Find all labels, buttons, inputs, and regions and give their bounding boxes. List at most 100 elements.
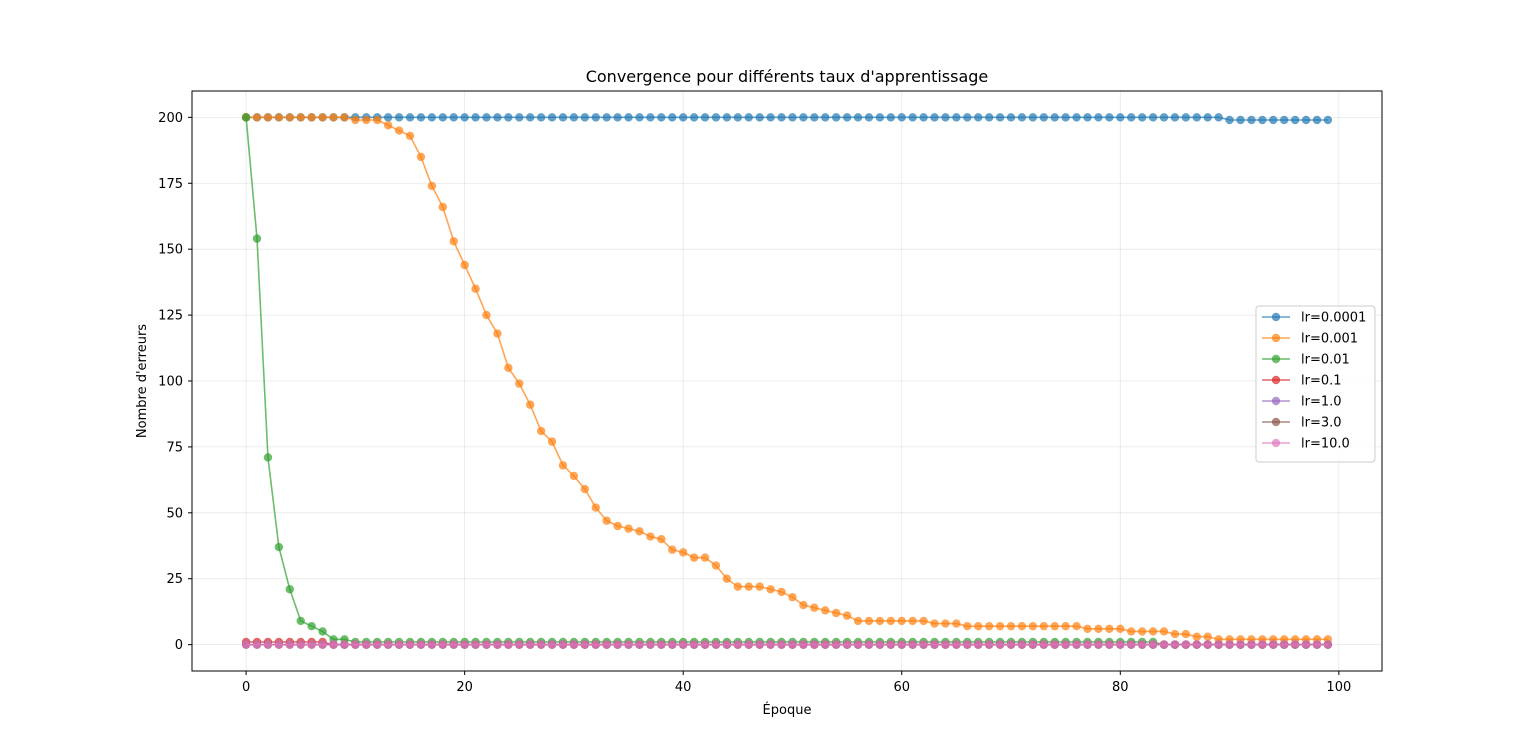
data-point: [416, 152, 426, 162]
data-point: [875, 616, 885, 626]
data-point: [963, 621, 972, 631]
data-point: [1061, 640, 1070, 649]
data-point: [853, 616, 863, 626]
data-point: [897, 113, 906, 122]
data-point: [624, 524, 633, 533]
data-point: [394, 640, 404, 649]
data-point: [526, 640, 535, 649]
data-point: [1214, 113, 1223, 122]
data-point: [897, 640, 906, 649]
data-point: [340, 113, 349, 122]
data-point: [755, 113, 764, 122]
data-point: [471, 640, 480, 649]
data-point: [569, 640, 579, 649]
data-point: [1301, 115, 1311, 125]
data-point: [1094, 640, 1103, 649]
data-point: [580, 484, 590, 494]
data-point: [831, 640, 841, 649]
data-point: [318, 113, 327, 122]
data-point: [788, 592, 797, 602]
data-point: [591, 503, 600, 512]
data-point: [766, 113, 775, 122]
data-point: [668, 545, 677, 554]
data-point: [1116, 640, 1125, 649]
data-point: [733, 113, 743, 122]
data-point: [1225, 115, 1234, 125]
data-point: [1105, 640, 1114, 649]
data-point: [515, 640, 524, 649]
data-point: [1137, 640, 1147, 649]
data-point: [1072, 113, 1081, 122]
data-point: [777, 640, 786, 649]
legend-label: lr=3.0: [1301, 416, 1342, 431]
data-point: [1006, 621, 1016, 631]
data-point: [493, 113, 502, 122]
data-point: [799, 113, 808, 122]
data-point: [1094, 113, 1103, 122]
data-point: [930, 619, 939, 628]
data-point: [547, 113, 557, 122]
data-point: [1050, 113, 1059, 122]
legend: lr=0.0001 lr=0.001 lr=0.01 lr=0.1 lr=1.0 lr=3…: [1255, 305, 1376, 463]
data-point: [678, 113, 688, 122]
data-point: [1236, 115, 1245, 125]
data-point: [558, 461, 568, 470]
data-point: [744, 582, 753, 591]
data-point: [1072, 640, 1081, 649]
y-tick-label: 100: [158, 375, 183, 390]
data-point: [427, 113, 437, 122]
data-point: [613, 521, 622, 531]
data-point: [624, 640, 633, 649]
data-point: [602, 113, 611, 122]
data-point: [657, 640, 666, 649]
data-point: [351, 640, 360, 649]
data-point: [1159, 627, 1169, 636]
data-point: [689, 113, 699, 122]
data-point: [930, 640, 939, 649]
legend-label: lr=10.0: [1301, 437, 1350, 452]
data-point: [908, 616, 917, 626]
data-point: [536, 113, 546, 122]
data-point: [1192, 640, 1201, 649]
y-tick-label: 0: [175, 638, 183, 653]
data-point: [744, 113, 753, 122]
data-point: [547, 640, 557, 649]
data-point: [908, 113, 917, 122]
data-point: [1269, 115, 1278, 125]
y-tick-label: 75: [166, 440, 183, 455]
data-point: [449, 640, 458, 649]
data-point: [1290, 115, 1300, 125]
data-point: [460, 113, 469, 122]
data-point: [1159, 113, 1169, 122]
legend-swatch-marker: [1271, 396, 1281, 406]
data-point: [1170, 113, 1180, 122]
data-point: [1137, 113, 1147, 122]
data-point: [995, 640, 1005, 649]
data-point: [733, 582, 743, 591]
data-point: [1083, 624, 1092, 634]
data-point: [1203, 640, 1212, 649]
data-point: [711, 561, 721, 570]
data-point: [646, 113, 655, 122]
legend-label: lr=0.1: [1301, 374, 1342, 389]
data-point: [569, 113, 579, 122]
legend-label: lr=0.001: [1301, 332, 1358, 347]
series-layer: [241, 113, 1333, 649]
data-point: [274, 113, 284, 122]
data-point: [766, 585, 775, 594]
data-point: [1203, 113, 1212, 122]
data-point: [1006, 640, 1016, 649]
data-point: [1127, 640, 1136, 649]
data-point: [1094, 624, 1103, 634]
x-tick-label: 60: [893, 680, 910, 695]
data-point: [777, 587, 786, 597]
data-point: [995, 113, 1005, 122]
data-point: [613, 640, 622, 649]
data-point: [307, 640, 316, 649]
data-point: [668, 113, 677, 122]
data-point: [853, 113, 863, 122]
legend-label: lr=0.0001: [1301, 311, 1366, 326]
data-point: [722, 640, 732, 649]
data-point: [438, 113, 447, 122]
data-point: [427, 640, 437, 649]
